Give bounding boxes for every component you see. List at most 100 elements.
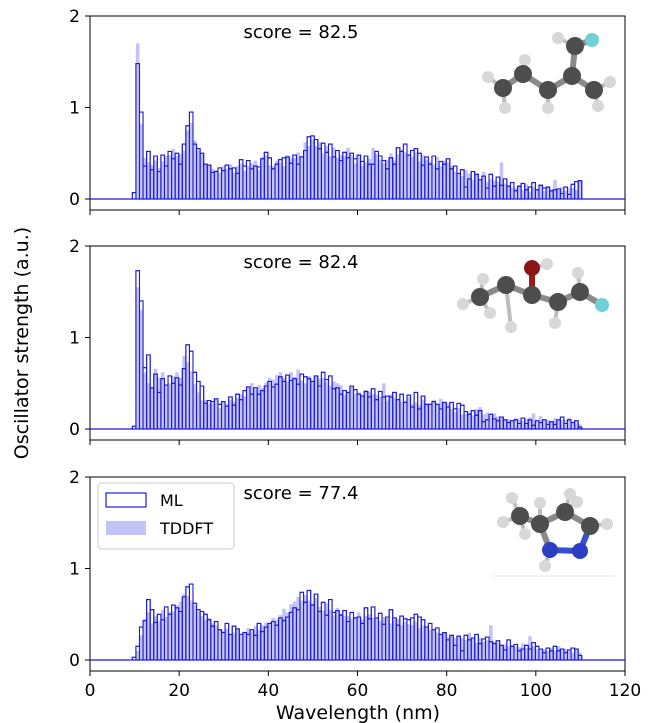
tddft-bar <box>478 407 482 429</box>
tddft-bar <box>299 600 304 660</box>
tddft-bar <box>496 642 500 660</box>
tddft-bar <box>232 401 236 429</box>
tddft-bar <box>571 421 575 429</box>
tddft-bar <box>424 627 429 660</box>
tddft-bar <box>296 152 300 199</box>
tddft-bar <box>139 635 144 660</box>
tddft-bar <box>403 400 407 429</box>
tddft-bar <box>160 161 165 199</box>
tddft-bar <box>346 391 350 429</box>
tddft-bar <box>171 375 176 429</box>
tddft-bar <box>292 601 297 660</box>
tddft-bar <box>421 625 425 660</box>
tddft-bar <box>556 189 561 199</box>
legend: ML TDDFT <box>97 482 235 550</box>
tddft-bar <box>339 155 343 199</box>
tddft-bar <box>453 638 457 660</box>
tddft-bar <box>496 416 500 429</box>
tddft-bar <box>421 155 425 199</box>
tddft-bar <box>571 188 575 199</box>
tddft-bar <box>406 154 411 199</box>
tddft-bar <box>542 649 547 660</box>
tddft-bar <box>289 158 293 199</box>
tddft-bar <box>435 156 440 199</box>
tddft-bar <box>349 155 354 199</box>
tddft-bar <box>239 163 243 199</box>
tddft-bar <box>289 604 293 660</box>
tddft-bar <box>485 412 490 429</box>
tddft-bar <box>182 150 186 199</box>
tddft-bar <box>239 635 243 660</box>
tddft-bar <box>567 188 572 199</box>
tddft-bar <box>282 377 286 429</box>
tddft-bar <box>307 375 311 429</box>
tddft-bar <box>574 189 579 199</box>
tddft-bar <box>246 627 251 660</box>
tddft-bar <box>332 147 336 199</box>
tddft-bar <box>528 191 532 199</box>
tddft-bar <box>417 627 422 660</box>
tddft-bar <box>182 355 186 429</box>
tddft-bar <box>182 594 186 660</box>
tddft-bar <box>421 399 425 429</box>
tddft-bar <box>449 408 454 429</box>
tddft-bar <box>271 166 276 199</box>
tddft-bar <box>335 157 340 199</box>
tddft-bar <box>189 600 193 660</box>
tddft-bar <box>217 407 222 429</box>
tddft-bar <box>578 652 582 660</box>
tddft-bar <box>189 123 193 199</box>
y-tick-label: 0 <box>69 651 80 671</box>
tddft-bar <box>556 646 561 660</box>
tddft-bar <box>207 166 211 199</box>
tddft-bar <box>257 169 261 199</box>
tddft-bar <box>225 404 229 429</box>
molecule-icon-bottom <box>492 488 615 577</box>
tddft-bar <box>242 396 247 429</box>
tddft-bar <box>278 162 283 199</box>
tddft-bar <box>146 383 151 429</box>
tddft-bar <box>467 173 472 199</box>
tddft-bar <box>200 400 204 429</box>
tddft-bar <box>403 621 407 660</box>
tddft-bar <box>214 399 218 429</box>
tddft-bar <box>310 139 315 199</box>
tddft-bar <box>150 165 154 199</box>
tddft-bar <box>492 180 497 199</box>
tddft-bar <box>296 369 300 429</box>
tddft-bar <box>485 181 490 199</box>
tddft-bar <box>364 616 368 660</box>
tddft-bar <box>524 184 529 199</box>
tddft-bar <box>474 408 479 429</box>
tddft-bar <box>242 170 247 199</box>
tddft-bar <box>492 413 497 429</box>
tddft-bar <box>168 155 172 199</box>
tddft-bar <box>367 391 372 429</box>
tddft-bar <box>275 160 279 199</box>
tddft-bar <box>192 140 197 199</box>
tddft-bar <box>378 620 383 660</box>
tddft-bar <box>292 157 297 199</box>
tddft-bar <box>275 619 279 660</box>
y-tick-label: 0 <box>69 420 80 440</box>
tddft-bar <box>571 652 575 660</box>
y-tick-label: 2 <box>69 237 80 257</box>
tddft-bar <box>264 155 268 199</box>
tddft-bar <box>492 641 497 660</box>
tddft-bar <box>435 405 440 429</box>
tddft-bar <box>406 396 411 429</box>
tddft-bar <box>471 179 475 199</box>
tddft-bar <box>428 629 432 660</box>
tddft-bar <box>442 401 447 429</box>
tddft-bar <box>146 612 151 660</box>
tddft-bar <box>382 616 386 660</box>
tddft-bar <box>478 638 482 660</box>
tddft-bar <box>506 646 511 660</box>
tddft-bar <box>528 636 532 660</box>
tddft-bar <box>242 631 247 660</box>
tddft-bar <box>360 166 365 199</box>
tddft-bar <box>324 603 329 660</box>
tddft-bar <box>378 396 383 429</box>
tddft-bar <box>474 174 479 199</box>
tddft-bar <box>260 625 265 660</box>
